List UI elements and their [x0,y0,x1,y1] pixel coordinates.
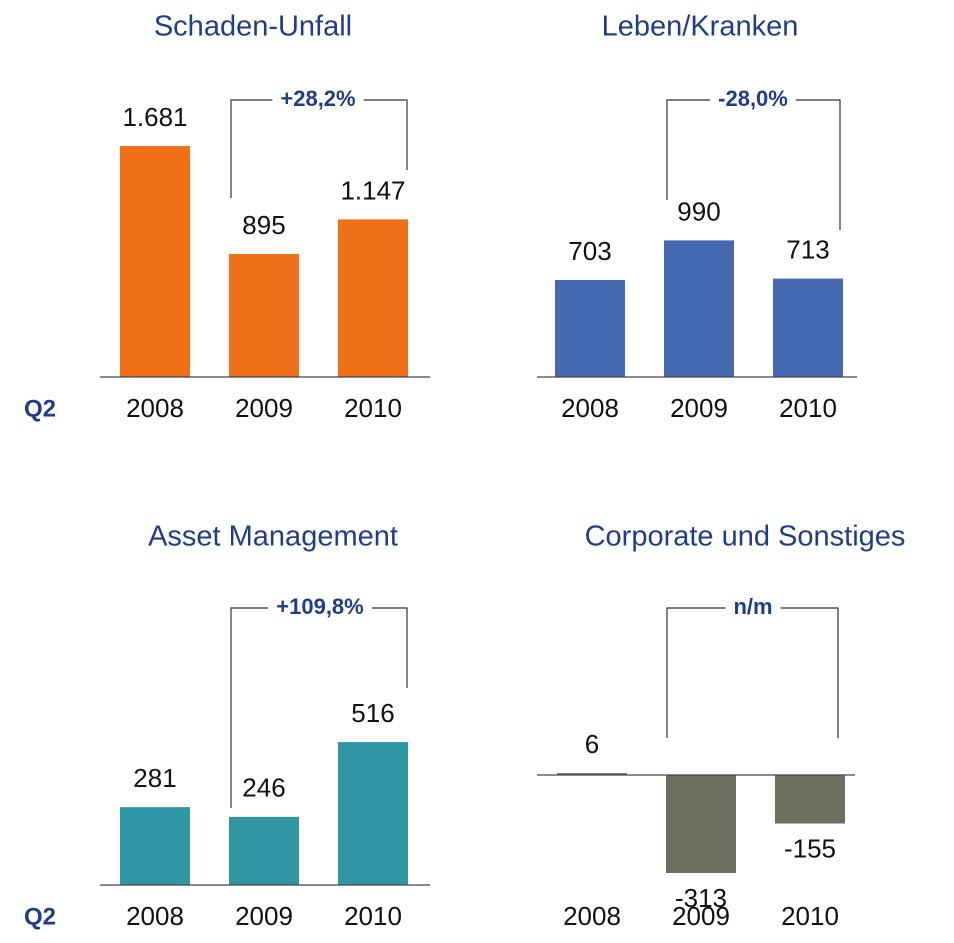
bar [664,240,734,377]
bar [338,219,408,377]
annotation-bg [710,83,796,113]
value-label: 990 [677,196,720,226]
bar [666,775,736,873]
x-tick-label: 2010 [344,901,402,931]
x-tick-label: 2008 [126,901,184,931]
bar [557,773,627,775]
x-tick-label: 2010 [781,901,839,931]
chart-title: Asset Management [148,521,398,553]
bar [229,816,299,885]
x-tick-label: 2010 [779,393,837,423]
chart-title: Schaden-Unfall [154,11,352,43]
value-label: 281 [133,763,176,793]
bar [555,279,625,377]
value-label: -155 [784,833,836,863]
value-label: 6 [585,729,599,759]
x-tick-label: 2009 [670,393,728,423]
x-tick-label: 2009 [672,901,730,931]
bar [229,254,299,377]
x-tick-label: 2010 [344,393,402,423]
x-tick-label: 2009 [235,393,293,423]
value-label: 703 [568,236,611,266]
chart-title: Corporate und Sonstiges [585,521,906,553]
x-tick-label: 2008 [561,393,619,423]
value-label: 1.681 [122,102,187,132]
chart-title: Leben/Kranken [602,11,799,43]
bar [775,775,845,824]
bar [773,278,843,377]
annotation-bg [268,591,372,621]
value-label: 246 [242,773,285,803]
period-label: Q2 [24,395,56,422]
value-label: 895 [242,210,285,240]
bracket [666,607,839,738]
period-label: Q2 [24,903,56,930]
annotation-bg [272,83,364,113]
x-tick-label: 2009 [235,901,293,931]
bar [120,146,190,377]
x-tick-label: 2008 [563,901,621,931]
bar [120,807,190,885]
change-annotation: +109,8% [276,594,363,619]
value-label: -313 [675,883,727,913]
bar [338,742,408,885]
x-tick-label: 2008 [126,393,184,423]
value-label: 1.147 [340,175,405,205]
value-label: 516 [351,698,394,728]
change-annotation: +28,2% [280,86,355,111]
annotation-bg [725,591,781,621]
change-annotation: -28,0% [718,86,788,111]
value-label: 713 [786,234,829,264]
change-annotation: n/m [733,594,772,619]
